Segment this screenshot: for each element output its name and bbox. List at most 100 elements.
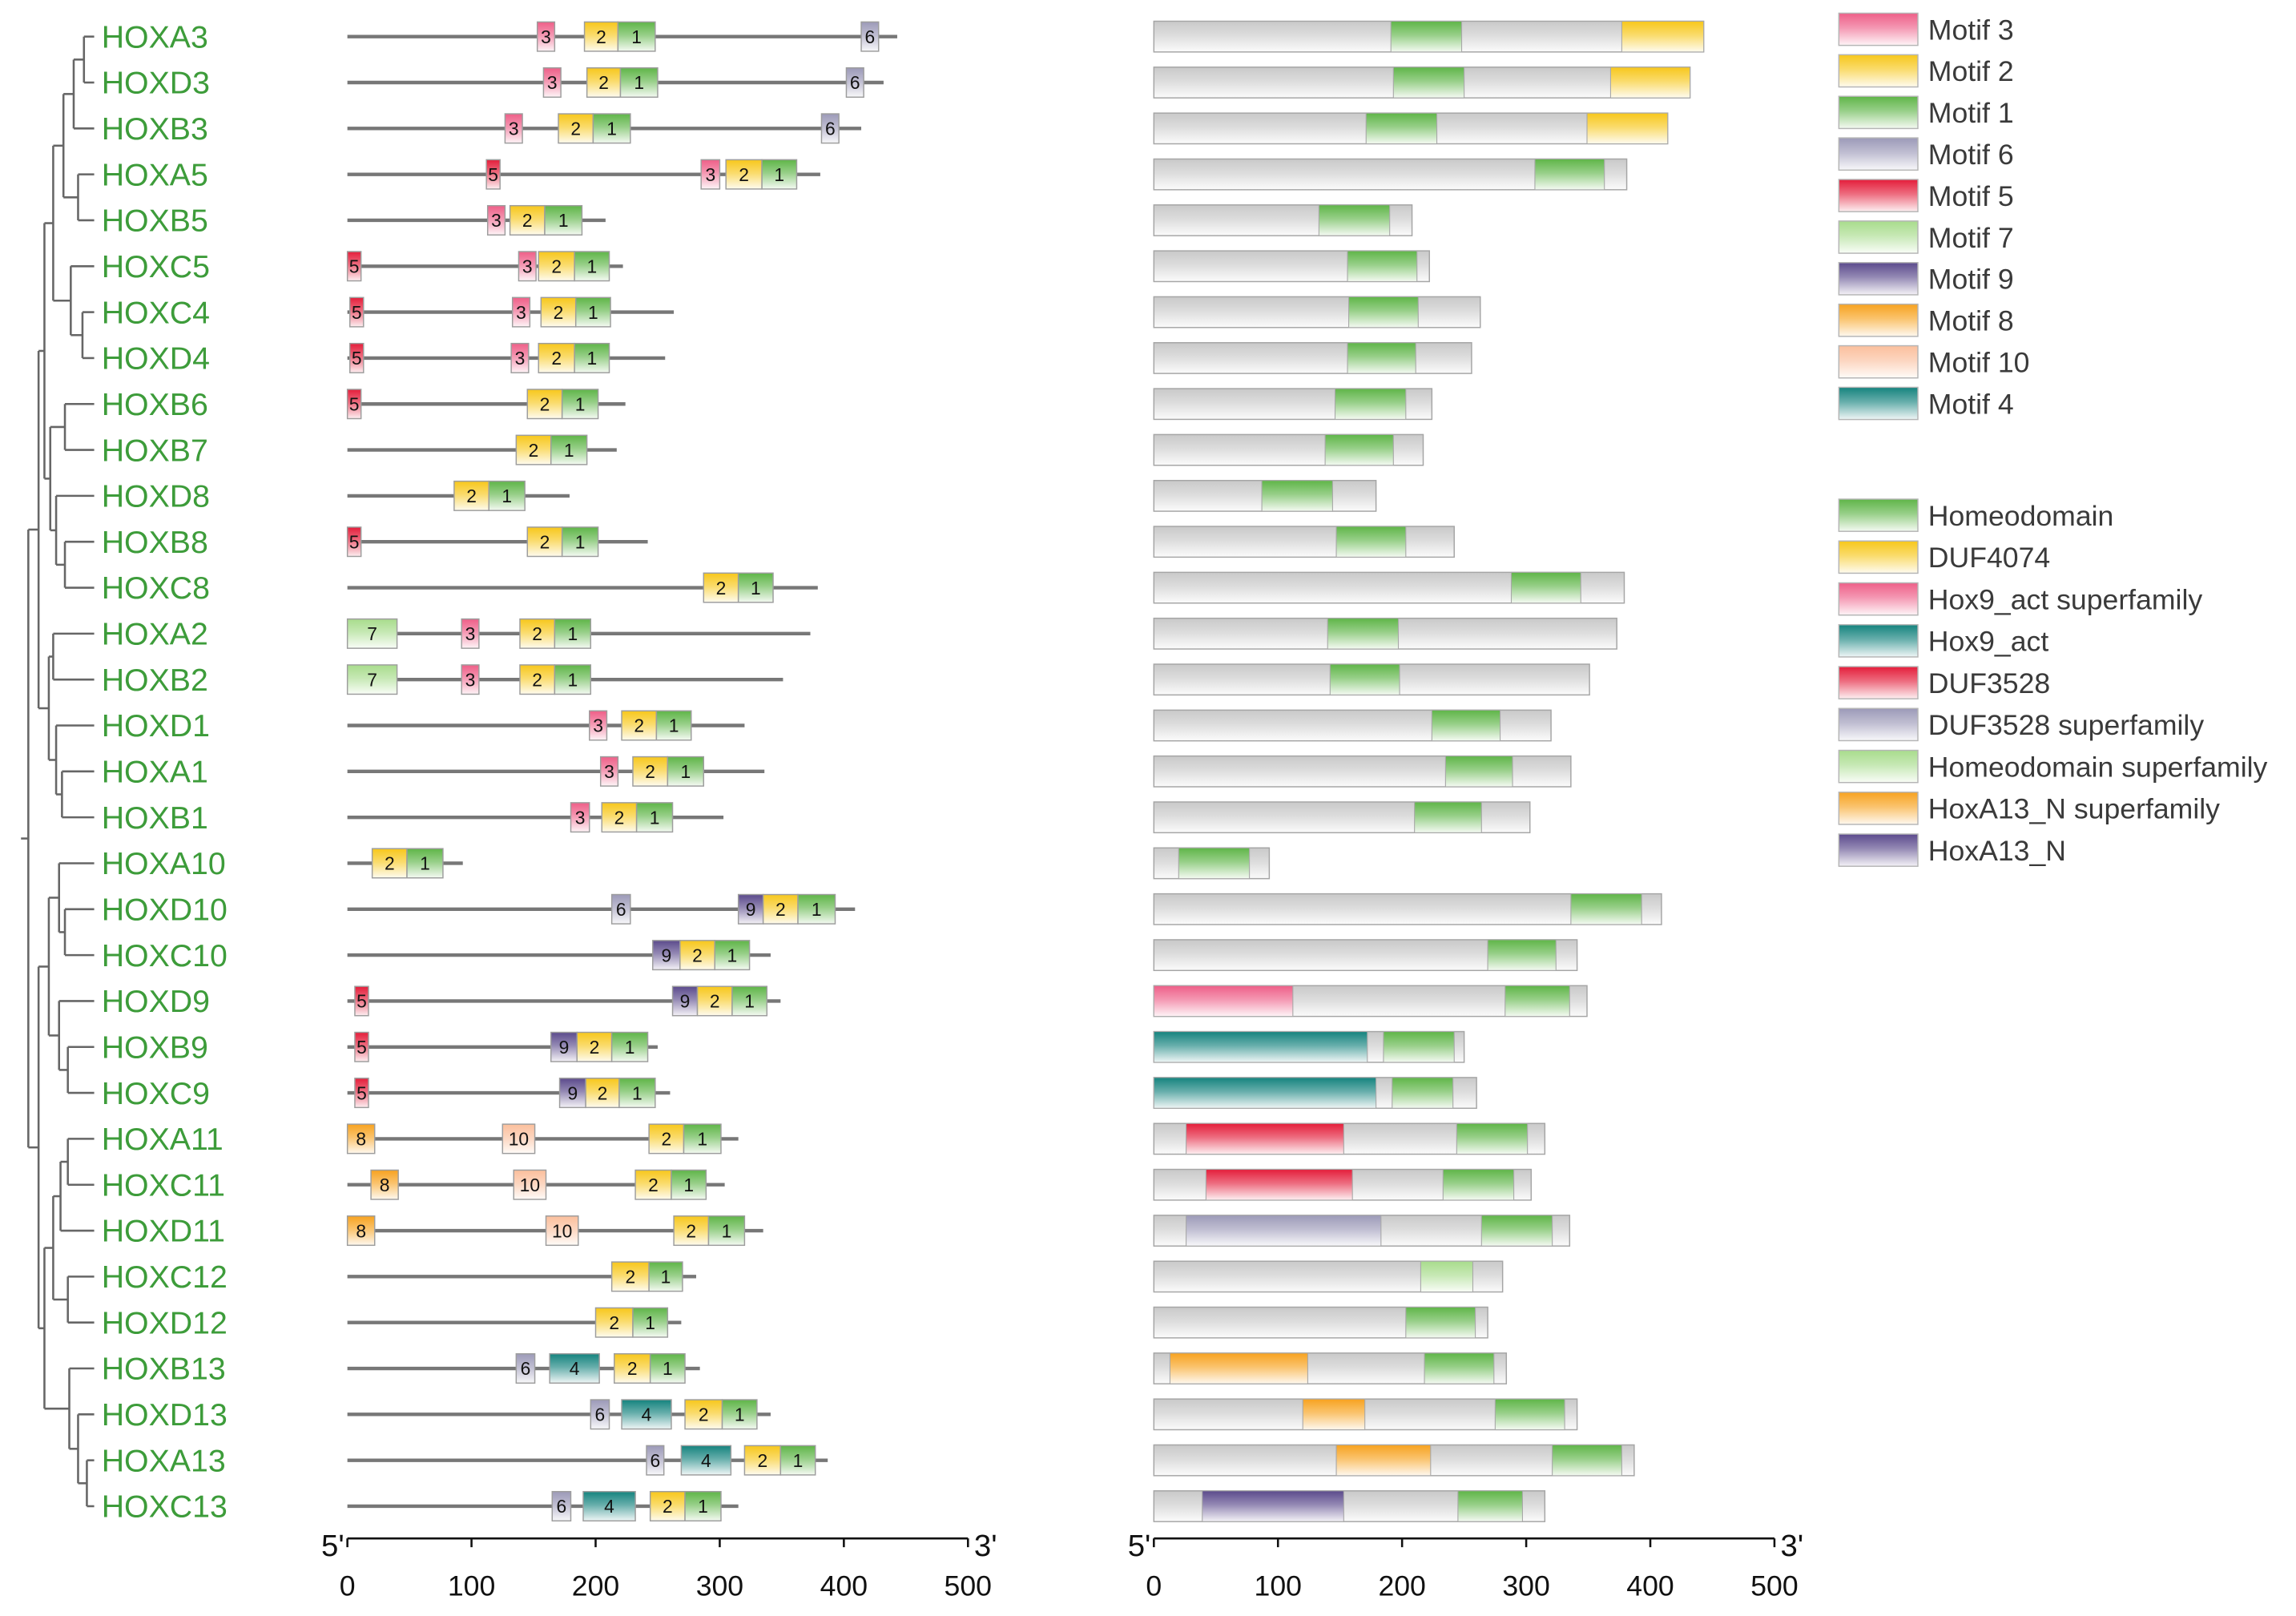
motif-box [574,296,611,328]
motif-box [538,251,575,282]
motif-box [797,893,836,925]
domain-box [1347,250,1418,283]
motif-box [779,1445,816,1476]
domain-track [1153,526,1455,558]
three-prime-label: 3' [974,1529,997,1563]
motif-box [594,1307,634,1338]
domain-box [1456,1122,1529,1155]
motif-track: 6 4 2 1 [347,1353,700,1384]
motif-number: 8 [356,1129,366,1150]
axes: 0 100 200 300 400 500 5' 3' 0 100 200 300 400 500 5' 3' [321,1529,1803,1602]
gene-label: HOXB3 [102,111,208,147]
legend-label: Motif 9 [1928,264,2014,296]
motif-number: 9 [680,991,691,1012]
motif-number: 2 [692,945,703,965]
domain-box [1327,618,1400,650]
motif-box [346,1215,376,1247]
motif-track: 3 2 1 6 [347,113,862,144]
legend-label: DUF3528 [1928,667,2050,699]
gene-label: HOXB8 [102,525,208,560]
motif-box [486,204,506,236]
motif-track: 8 10 2 1 [346,1215,763,1247]
legend-swatch [1838,624,1919,658]
motif-box [619,66,659,98]
gene-label: HOXC8 [102,570,210,606]
motif-number: 1 [567,623,578,644]
domain-box [1302,1398,1366,1431]
motif-track: 5 3 2 1 [347,342,666,373]
motif-box [354,1078,369,1109]
motif-box [346,664,398,695]
domain-track [1153,1444,1635,1477]
motif-box [820,113,840,144]
motif-track: 6 4 2 1 [347,1399,771,1430]
domain-track [1153,801,1531,834]
domain-box [1169,1352,1308,1384]
motif-box [610,1031,649,1062]
motif-box [509,204,546,236]
motif-box [589,710,608,741]
domain-box [1334,388,1407,420]
motif-number: 2 [758,1450,768,1471]
motif-number: 10 [552,1220,572,1241]
motif-box [542,66,562,98]
motif-box [544,204,583,236]
motif-number: 2 [532,623,542,644]
gene-label: HOXD11 [102,1214,225,1249]
motif-number: 5 [352,302,362,323]
tick-label: 500 [1750,1570,1798,1602]
tick-label: 0 [340,1570,356,1602]
domain-track [1153,250,1430,283]
motif-track: 3 2 1 6 [347,66,884,98]
motif-box [488,480,526,511]
motif-box [671,985,699,1017]
gene-label: HOXD4 [102,341,210,377]
motif-number: 1 [793,1450,804,1471]
gene-label: HOXC9 [102,1076,210,1111]
motif-number: 1 [420,853,430,874]
motif-number: 2 [554,302,564,323]
domain-box [1324,433,1394,466]
motif-number: 6 [557,1496,567,1517]
legend-item: Homeodomain superfamily [1838,749,2268,784]
domain-box [1186,1215,1382,1247]
motif-number: 9 [661,945,671,965]
motif-box [655,710,692,741]
motif-number: 3 [515,348,526,369]
legend-label: Motif 8 [1928,305,2014,337]
motif-track: 7 3 2 1 [346,618,811,649]
domain-box [1392,66,1465,99]
legend-item: Motif 4 [1838,386,2014,421]
five-prime-label: 5' [1128,1529,1151,1563]
legend-label: Hox9_act superfamily [1928,583,2203,615]
domain-track [1153,571,1625,604]
legend-swatch [1838,54,1919,88]
motif-box [570,802,590,833]
gene-label: HOXD9 [102,984,210,1019]
motif-number: 2 [739,164,749,185]
domain-box [1420,1260,1474,1293]
motif-number: 1 [567,669,578,690]
domain-box [1487,939,1557,971]
domain-box [1202,1490,1344,1522]
motif-box [515,434,552,465]
domain-track [1153,939,1578,972]
gene-label: HOXA2 [102,617,208,652]
domain-box [1329,663,1400,695]
phylogenetic-tree [21,35,95,1508]
legend-label: Motif 10 [1928,346,2030,378]
legend-swatch [1838,707,1919,742]
legend-item: Motif 8 [1838,303,2014,337]
legend-item: DUF3528 [1838,666,2050,699]
tick-label: 200 [1378,1570,1425,1602]
domain-box [1414,801,1482,833]
motif-box [370,1169,399,1200]
gene-label: HOXA5 [102,157,208,192]
motif-box [731,985,768,1017]
motif-number: 5 [488,164,498,185]
